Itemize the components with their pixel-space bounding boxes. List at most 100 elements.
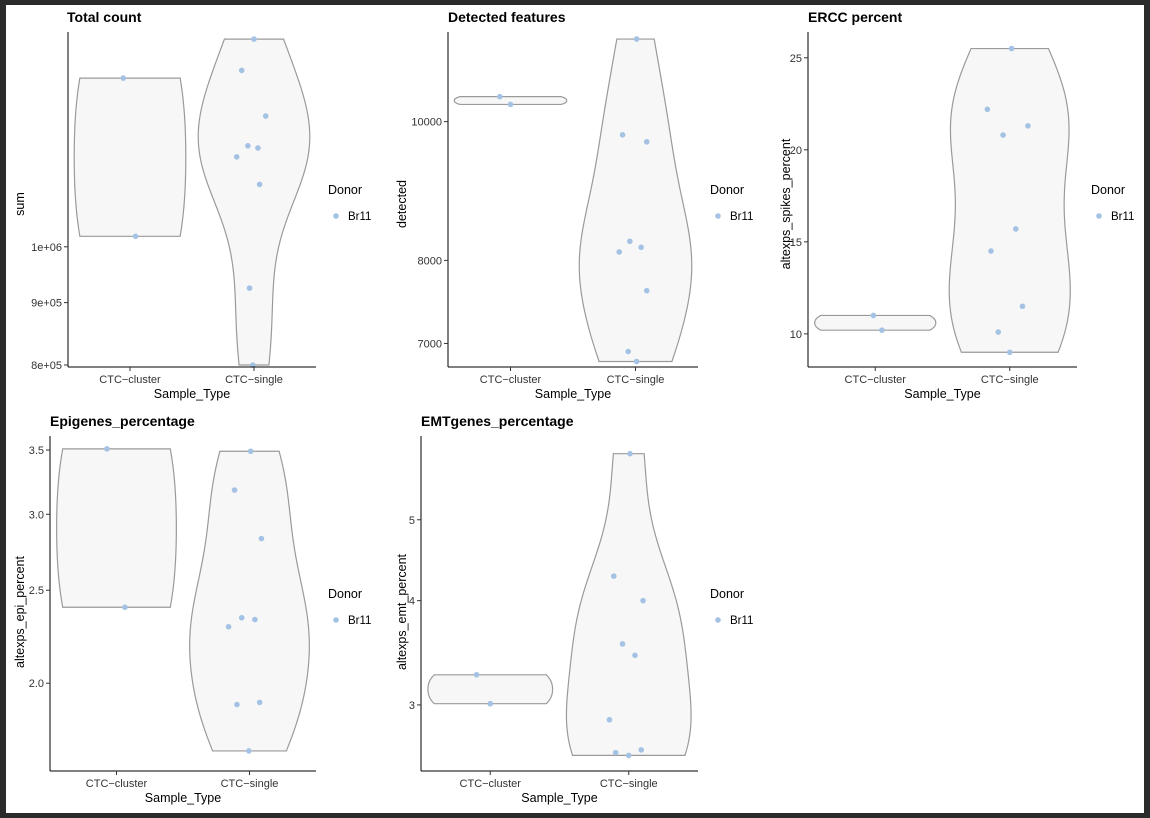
panel-0: 8e+05 9e+05 1e+06 CTC−cluster CTC−single Tota… [13, 9, 371, 401]
data-point [640, 597, 646, 604]
data-point [632, 652, 638, 659]
data-point [633, 36, 640, 42]
y-tick-label: 25 [790, 53, 802, 65]
data-point [262, 113, 269, 119]
data-point [1025, 123, 1031, 129]
violin-1 [189, 450, 310, 752]
x-tick-label: CTC−cluster [86, 778, 148, 790]
x-tick-label: CTC−single [225, 374, 283, 386]
y-axis-label: altexps_spikes_percent [779, 138, 793, 269]
y-tick-label: 3 [409, 700, 415, 712]
y-axis-label: altexps_emt_percent [395, 553, 409, 670]
data-point [1019, 303, 1026, 310]
legend-title: Donor [1091, 183, 1125, 197]
panel-title: ERCC percent [808, 9, 902, 25]
data-point [625, 348, 631, 355]
data-point [132, 233, 139, 240]
y-tick-label: 2.0 [29, 678, 44, 690]
panel-2: 10 15 20 25 CTC−cluster CTC−single ERCC percen… [779, 9, 1134, 401]
x-tick-label: CTC−single [221, 778, 279, 790]
data-point [246, 285, 253, 291]
panel-title: Detected features [448, 9, 566, 25]
y-tick-label: 1e+06 [31, 242, 62, 254]
data-point [256, 699, 263, 706]
data-point [995, 329, 1002, 335]
figure-canvas: 8e+05 9e+05 1e+06 CTC−cluster CTC−single Tota… [6, 5, 1144, 813]
violin-0 [56, 448, 177, 608]
y-tick-label: 4 [409, 596, 415, 608]
data-point [246, 748, 252, 754]
legend-label: Br11 [348, 615, 371, 627]
panel-3: 2.0 2.5 3.0 3.5 CTC−cluster CTC−single Epigene… [13, 413, 371, 805]
data-point [643, 287, 650, 294]
panel-title: Epigenes_percentage [50, 413, 195, 429]
panel-1: 7000 8000 10000 CTC−cluster CTC−single Detect… [395, 9, 753, 401]
data-point [247, 448, 254, 455]
violin-1 [578, 38, 693, 363]
data-point [619, 641, 626, 647]
data-point [638, 747, 645, 753]
y-tick-label: 2.5 [29, 585, 44, 597]
data-point [1000, 132, 1006, 138]
y-tick-label: 10 [790, 329, 802, 341]
data-point [231, 487, 238, 493]
data-point [1008, 45, 1015, 52]
data-point [225, 623, 232, 630]
y-axis-label: detected [395, 180, 409, 228]
data-point [1013, 226, 1019, 232]
violin-0 [814, 314, 937, 331]
data-point [245, 143, 251, 149]
x-tick-label: CTC−cluster [460, 778, 522, 790]
x-axis-label: Sample_Type [521, 791, 597, 805]
data-point [610, 573, 617, 579]
legend-label: Br11 [348, 211, 371, 223]
legend-key-icon [715, 617, 721, 623]
data-point [233, 154, 240, 160]
panel-4: 3 4 5 CTC−cluster CTC−single EMTgenes_percent… [395, 413, 753, 805]
legend-key-icon [1096, 213, 1102, 219]
data-point [619, 132, 626, 138]
legend-key-icon [333, 213, 339, 219]
legend-key-icon [333, 617, 339, 623]
data-point [104, 446, 110, 452]
data-point [984, 106, 991, 113]
data-point [251, 36, 257, 42]
y-tick-label: 8e+05 [31, 360, 62, 372]
y-tick-label: 8000 [418, 255, 442, 267]
data-point [258, 535, 265, 542]
data-point [988, 248, 994, 254]
x-tick-label: CTC−cluster [845, 374, 907, 386]
legend-title: Donor [710, 587, 744, 601]
data-point [250, 362, 256, 368]
data-point [870, 312, 877, 319]
x-axis-label: Sample_Type [145, 791, 221, 805]
x-axis-label: Sample_Type [535, 387, 611, 401]
y-tick-label: 3.5 [29, 445, 44, 457]
x-tick-label: CTC−cluster [99, 374, 161, 386]
y-axis-label: altexps_epi_percent [13, 556, 27, 668]
y-tick-label: 20 [790, 145, 802, 157]
panel-title: Total count [67, 9, 142, 25]
x-tick-label: CTC−single [600, 778, 658, 790]
violin-1 [948, 47, 1071, 353]
data-point [473, 671, 480, 678]
violin-0 [453, 96, 568, 106]
data-point [633, 358, 640, 365]
legend-title: Donor [328, 183, 362, 197]
data-point [122, 604, 128, 611]
x-axis-label: Sample_Type [154, 387, 230, 401]
data-point [625, 752, 632, 759]
data-point [252, 616, 258, 623]
y-tick-label: 5 [409, 515, 415, 527]
data-point [606, 716, 613, 723]
violin-plot-grid: 8e+05 9e+05 1e+06 CTC−cluster CTC−single Tota… [13, 9, 1134, 805]
data-point [879, 327, 885, 333]
data-point [234, 701, 240, 708]
data-point [612, 749, 619, 756]
x-tick-label: CTC−single [607, 374, 665, 386]
data-point [256, 181, 263, 188]
legend-label: Br11 [730, 211, 753, 223]
legend-label: Br11 [730, 615, 753, 627]
data-point [238, 614, 245, 621]
legend-label: Br11 [1111, 211, 1134, 223]
